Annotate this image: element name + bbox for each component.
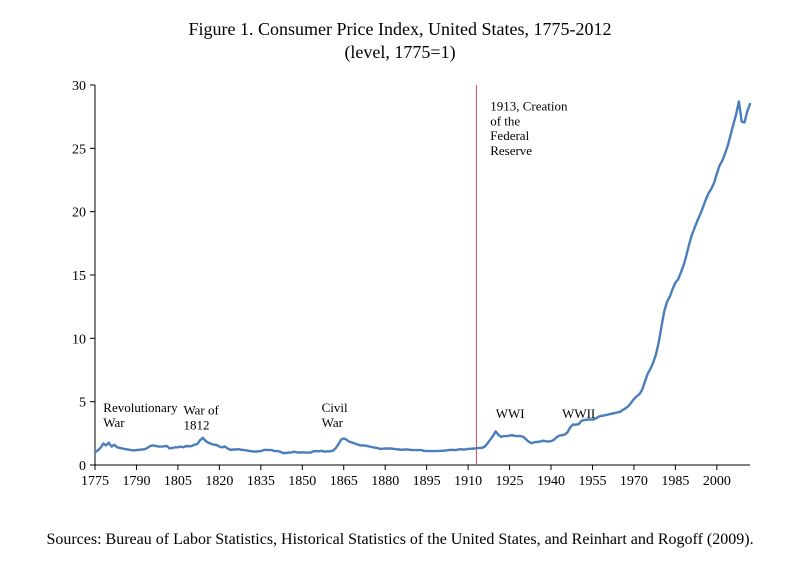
svg-text:5: 5 (79, 396, 86, 411)
svg-text:1970: 1970 (620, 474, 648, 489)
title-line1: Figure 1. Consumer Price Index, United S… (0, 18, 800, 41)
svg-text:2000: 2000 (703, 474, 731, 489)
svg-text:1805: 1805 (164, 474, 192, 489)
svg-text:War of: War of (183, 402, 219, 417)
svg-text:Civil: Civil (322, 400, 348, 415)
svg-text:1850: 1850 (288, 474, 316, 489)
sources-caption: Sources: Bureau of Labor Statistics, His… (0, 531, 800, 549)
svg-text:30: 30 (72, 80, 86, 94)
svg-text:War: War (103, 415, 125, 430)
svg-text:1865: 1865 (330, 474, 358, 489)
svg-text:1775: 1775 (81, 474, 109, 489)
svg-text:WWII: WWII (562, 406, 595, 421)
svg-text:25: 25 (72, 142, 86, 157)
svg-text:1880: 1880 (371, 474, 399, 489)
svg-text:1820: 1820 (205, 474, 233, 489)
chart-area: 0 5 10 15 20 25 30 1775 1790 1805 1820 1835 1850 1865… (40, 80, 760, 500)
svg-text:1940: 1940 (537, 474, 565, 489)
cpi-line-chart: 0 5 10 15 20 25 30 1775 1790 1805 1820 1835 1850 1865… (40, 80, 760, 500)
svg-text:Federal: Federal (490, 128, 529, 143)
svg-text:1790: 1790 (122, 474, 150, 489)
svg-text:1910: 1910 (454, 474, 482, 489)
svg-text:Revolutionary: Revolutionary (103, 400, 178, 415)
svg-text:WWI: WWI (496, 406, 525, 421)
svg-text:1955: 1955 (578, 474, 606, 489)
svg-text:War: War (322, 415, 344, 430)
svg-text:1835: 1835 (247, 474, 275, 489)
svg-text:of the: of the (490, 113, 520, 128)
svg-text:20: 20 (72, 206, 86, 221)
svg-text:1895: 1895 (413, 474, 441, 489)
svg-text:0: 0 (79, 459, 86, 474)
svg-text:1925: 1925 (496, 474, 524, 489)
svg-text:1913, Creation: 1913, Creation (490, 98, 568, 113)
svg-text:1985: 1985 (661, 474, 689, 489)
svg-text:Reserve: Reserve (490, 143, 532, 158)
svg-text:1812: 1812 (183, 417, 209, 432)
chart-title: Figure 1. Consumer Price Index, United S… (0, 0, 800, 63)
svg-text:15: 15 (72, 269, 86, 284)
svg-text:10: 10 (72, 332, 86, 347)
title-line2: (level, 1775=1) (0, 41, 800, 64)
